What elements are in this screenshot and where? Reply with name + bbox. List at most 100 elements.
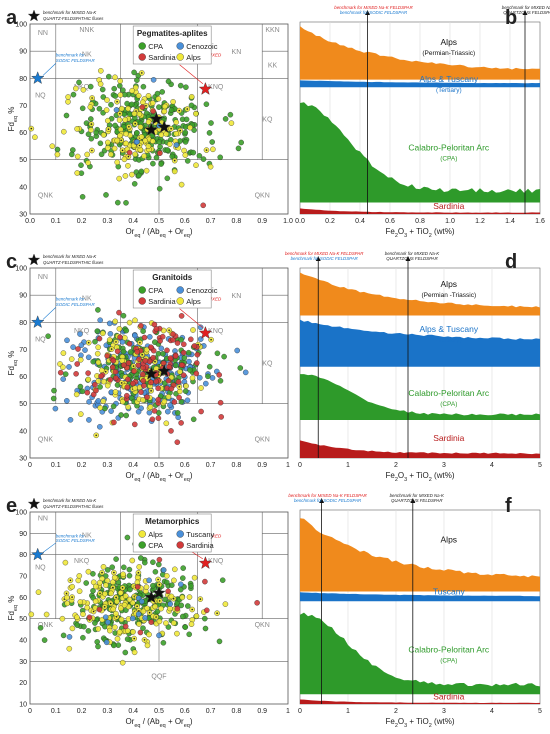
data-point-cpa: [183, 84, 189, 90]
legend-marker-cpa: [138, 286, 146, 294]
field-label-nq: NQ: [35, 565, 46, 572]
data-point-cpa: [93, 129, 99, 136]
distribution-band-sardinia: [300, 208, 540, 214]
x-tick-label: 5: [538, 462, 542, 469]
data-point-cpa: [80, 634, 86, 641]
y-tick-label: 100: [15, 22, 27, 29]
data-point-sardinia: [112, 369, 119, 375]
field-label-nq: NQ: [35, 336, 46, 343]
y-tick-label: 90: [19, 531, 27, 538]
data-point-alps: [178, 181, 185, 188]
data-point-sardinia: [114, 348, 121, 355]
data-point-cpa: [169, 153, 175, 160]
data-point-sardinia: [218, 414, 224, 420]
distribution-band-alps: [300, 26, 540, 80]
data-point-alps: [132, 385, 138, 391]
data-point-alps: [77, 599, 84, 605]
data-point-cpa: [177, 82, 184, 89]
data-point-alps: [171, 620, 177, 626]
data-point-sardinia: [137, 629, 144, 636]
field-label-kn: KN: [232, 293, 242, 300]
band-label-calabro-peloritan-arc: Calabro-Peloritan Arc: [408, 143, 490, 153]
data-point-alps: [144, 642, 151, 649]
legend-frame: [132, 269, 212, 309]
data-point-alps: [132, 151, 138, 158]
data-point-alps: [161, 398, 168, 405]
data-point-center-mark: [71, 596, 73, 598]
data-point-cpa: [138, 168, 145, 175]
data-point-alps: [132, 84, 139, 91]
data-point-cpa: [41, 637, 48, 643]
data-point-cenozoic: [97, 424, 103, 430]
data-point-cpa: [219, 577, 226, 583]
data-point-sardinia: [126, 149, 133, 156]
data-point-alps: [54, 151, 61, 158]
data-point-alps: [171, 577, 177, 584]
data-point-sardinia: [165, 377, 172, 384]
data-point-center-mark: [91, 97, 93, 99]
data-point-cpa: [177, 586, 184, 593]
benchmark-star-sodic: [31, 71, 45, 84]
data-point-alps: [170, 99, 176, 105]
data-point-alps: [149, 100, 156, 106]
x-tick-label: 0.6: [385, 218, 395, 225]
field-label-nk: NK: [82, 52, 92, 59]
data-point-alps: [75, 577, 82, 584]
data-point-cpa: [118, 412, 124, 418]
x-tick-label: 0: [28, 462, 32, 469]
panel-b: Alps (Permian-Triassic) Alps & Tuscany (Ter…: [295, 5, 550, 239]
data-point-sardinia: [125, 360, 132, 366]
annotation-arrow-sodic: [42, 63, 57, 76]
data-point-cpa: [165, 624, 172, 630]
data-point-alps: [116, 326, 123, 332]
data-point-cpa: [140, 328, 146, 334]
data-point-center-mark: [90, 123, 93, 125]
annotation-arrow-mixed: [179, 64, 204, 84]
data-point-sardinia: [160, 360, 167, 366]
data-point-cpa: [124, 100, 130, 107]
data-point-center-mark: [120, 382, 123, 384]
data-point-cpa: [158, 161, 164, 167]
field-label-qkn: QKN: [255, 193, 270, 200]
band-label-alps: Alps: [441, 535, 458, 545]
data-point-alps: [74, 170, 80, 176]
data-point-cpa: [188, 102, 195, 109]
legend-label-cpa: CPA: [148, 541, 163, 550]
data-point-alps: [99, 575, 105, 582]
data-point-alps: [85, 568, 92, 575]
annotation-mixed-feldspar: benchmark for MIXED Na-K FELDSPAR: [334, 5, 413, 10]
data-point-center-mark: [120, 139, 122, 142]
data-point-cpa: [227, 111, 234, 118]
data-point-center-mark: [179, 129, 181, 132]
data-point-alps: [95, 378, 102, 384]
data-point-cpa: [160, 351, 166, 357]
data-point-cpa: [123, 412, 129, 419]
y-tick-label: 50: [19, 157, 27, 164]
data-point-cpa: [185, 603, 191, 609]
field-label-nn: NN: [38, 516, 48, 523]
data-point-alps: [168, 593, 175, 600]
data-point-alps: [64, 600, 70, 607]
data-point-cpa: [108, 101, 114, 108]
data-point-sardinia: [254, 600, 260, 606]
data-point-center-mark: [210, 338, 212, 341]
data-point-alps: [161, 108, 168, 115]
data-point-center-mark: [115, 596, 117, 599]
data-point-sardinia: [144, 394, 150, 400]
data-point-alps: [114, 636, 121, 642]
data-point-cpa: [208, 120, 214, 126]
x-tick-label: 3: [442, 708, 446, 715]
legend-marker-cenozoic: [176, 286, 184, 294]
data-point-alps: [32, 134, 38, 140]
data-point-alps: [97, 405, 103, 411]
data-point-cpa: [131, 69, 137, 76]
y-tick-label: 20: [19, 680, 27, 687]
data-point-center-mark: [65, 592, 68, 595]
x-tick-label: 4: [490, 708, 494, 715]
data-point-alps: [130, 629, 136, 635]
data-point-tuscany: [135, 611, 142, 617]
data-point-cpa: [127, 586, 133, 593]
legend-box: Pegmatites-aplites CPA Cenozoic Sardinia Alp…: [132, 25, 218, 65]
data-point-alps: [228, 120, 235, 126]
data-point-sardinia: [75, 346, 81, 352]
